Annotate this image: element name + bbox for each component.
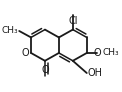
Text: O: O bbox=[41, 65, 49, 75]
Text: Cl: Cl bbox=[68, 16, 78, 26]
Text: O: O bbox=[93, 48, 101, 58]
Text: OH: OH bbox=[88, 68, 103, 78]
Text: CH₃: CH₃ bbox=[103, 48, 119, 58]
Text: O: O bbox=[22, 48, 29, 58]
Text: CH₃: CH₃ bbox=[1, 26, 18, 36]
